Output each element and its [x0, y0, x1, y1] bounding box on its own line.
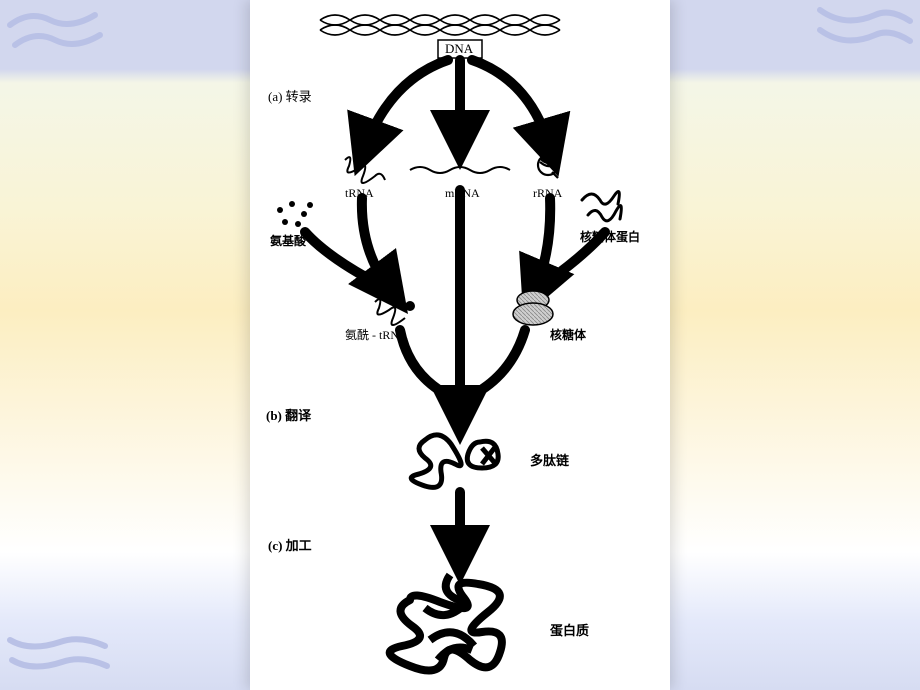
label-trna: tRNA — [345, 186, 374, 201]
ribosome-icon — [513, 291, 553, 325]
polypeptide-icon — [411, 435, 498, 488]
diagram-panel: DNA (a) 转录 tRNA mRNA rRNA 氨基酸 核糖体蛋白 氨酰 -… — [250, 0, 670, 690]
amino-acids-icon — [277, 201, 313, 227]
label-dna: DNA — [445, 41, 473, 57]
aminoacyl-trna-icon — [375, 299, 414, 325]
dna-helix-icon — [320, 15, 560, 35]
rrna-icon — [538, 155, 558, 178]
label-step-c: (c) 加工 — [268, 535, 312, 554]
left-merge-arrows — [305, 198, 390, 290]
label-protein: 蛋白质 — [550, 620, 589, 639]
label-ribosome: 核糖体 — [550, 326, 586, 343]
transcription-arrows — [365, 60, 550, 148]
ribosomal-protein-icon — [582, 192, 621, 221]
mrna-icon — [410, 167, 510, 173]
diagram-svg — [250, 0, 670, 690]
trna-icon — [345, 157, 385, 183]
label-amino-acid: 氨基酸 — [270, 232, 306, 249]
label-mrna: mRNA — [445, 186, 480, 201]
label-ribo-protein: 核糖体蛋白 — [580, 228, 640, 245]
label-polypeptide: 多肽链 — [530, 450, 569, 469]
slide-background: DNA (a) 转录 tRNA mRNA rRNA 氨基酸 核糖体蛋白 氨酰 -… — [0, 0, 920, 690]
label-aminoacyl-trna: 氨酰 - tRNA — [345, 326, 408, 343]
label-step-b: (b) 翻译 — [266, 405, 311, 424]
protein-icon — [390, 575, 502, 671]
label-rrna: rRNA — [533, 186, 562, 201]
label-step-a: (a) 转录 — [268, 86, 312, 105]
